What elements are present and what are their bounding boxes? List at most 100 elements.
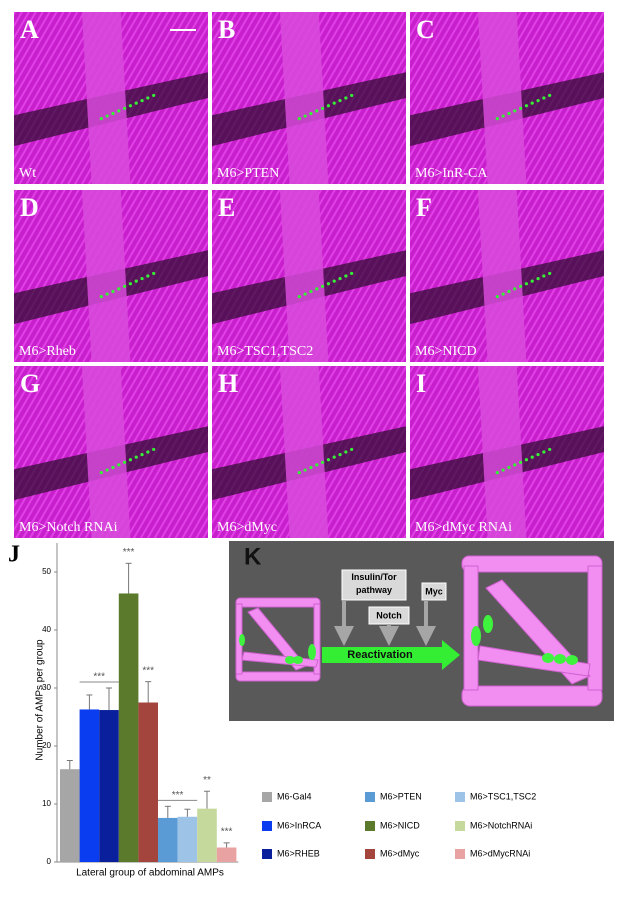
amp-cell <box>99 471 103 475</box>
panel-label: M6>PTEN <box>217 166 279 181</box>
amp-cell <box>513 463 517 467</box>
amp-cell <box>350 93 354 98</box>
legend-swatch <box>262 849 272 859</box>
amp-cell <box>542 450 546 454</box>
panel-label: M6>Rheb <box>19 344 76 359</box>
bar <box>99 710 119 862</box>
amp-cell <box>105 468 109 472</box>
amp-cell <box>548 271 552 276</box>
bar <box>197 808 217 862</box>
amp-cell <box>344 96 348 100</box>
amp-cell <box>518 284 523 288</box>
panel-label: M6>InR-CA <box>415 166 488 181</box>
amp-cell <box>105 292 109 296</box>
error-bar <box>125 562 132 594</box>
muscle-fiber <box>279 12 329 184</box>
error-bar <box>66 760 73 770</box>
image-panel: G M6>Notch RNAi <box>14 366 208 538</box>
legend-label: M6>InRCA <box>277 820 321 830</box>
amp-cell <box>146 274 150 278</box>
amp-cell <box>309 289 313 294</box>
amp-cell <box>297 117 301 121</box>
amp-cell <box>338 276 342 281</box>
legend-swatch <box>262 821 272 831</box>
amp-cell <box>495 295 499 299</box>
input-label: Insulin/Tor <box>351 572 397 582</box>
image-panel: H M6>dMyc <box>212 366 406 538</box>
amp-cell <box>350 271 354 276</box>
bar <box>158 817 178 862</box>
amp-cell <box>134 455 138 459</box>
image-panel: A Wt <box>14 12 208 184</box>
amp-cell <box>507 465 511 470</box>
amp-cell <box>309 465 313 470</box>
image-panel: E M6>TSC1,TSC2 <box>212 190 406 362</box>
image-panel: B M6>PTEN <box>212 12 406 184</box>
amp-cell <box>152 93 156 98</box>
amp-cell <box>495 471 499 475</box>
legend-swatch <box>262 792 272 802</box>
amp-cell <box>338 452 342 457</box>
panel-letter: F <box>416 193 432 222</box>
amp-cell <box>501 114 505 118</box>
amp-cell <box>530 101 534 105</box>
panel-label: M6>dMyc <box>217 520 277 535</box>
muscle-fiber <box>81 366 131 538</box>
muscle-fiber <box>477 190 527 362</box>
amp-cell <box>117 463 121 467</box>
amp-cell <box>146 450 150 454</box>
panel-letter: I <box>416 369 426 398</box>
amp-cell <box>513 287 517 291</box>
amp-cell <box>99 117 103 121</box>
diagram: K Insulin/Tor pathway Notch Myc <box>229 541 614 721</box>
muscle-fiber <box>279 366 329 538</box>
amp-cell <box>122 460 127 464</box>
muscle-fiber <box>279 190 329 362</box>
amp-cell <box>140 452 144 457</box>
y-tick-label: 30 <box>42 683 51 692</box>
error-bar <box>223 842 230 848</box>
amp-cell <box>524 282 529 286</box>
arrow-label: Reactivation <box>347 649 413 661</box>
image-panel: F M6>NICD <box>410 190 604 362</box>
amp-cell <box>501 292 505 296</box>
amp-cell <box>518 106 523 110</box>
muscle-fiber <box>81 12 131 184</box>
y-tick-label: 20 <box>42 741 51 750</box>
amp-cell <box>117 287 121 291</box>
legend-swatch <box>455 821 465 831</box>
error-bar <box>204 790 210 809</box>
input-arrows <box>334 600 436 646</box>
bar <box>118 593 139 862</box>
amp-cell <box>518 460 523 464</box>
amp-cell <box>524 104 529 108</box>
amp-cell <box>140 98 144 103</box>
significance-label: *** <box>221 827 233 838</box>
legend-swatch <box>365 821 375 831</box>
error-bar <box>184 808 191 817</box>
amp-cell <box>507 111 511 116</box>
panel-letter: H <box>218 369 238 398</box>
legend-swatch <box>455 849 465 859</box>
panel-label: M6>TSC1,TSC2 <box>217 344 313 359</box>
y-axis-label: Number of AMPs per group <box>35 639 46 761</box>
amp-cell <box>320 284 325 288</box>
amp-cell <box>513 109 517 113</box>
legend-label: M6>dMycRNAi <box>470 848 530 858</box>
amp-cell <box>134 101 138 105</box>
amp-cell <box>536 276 540 281</box>
reactivation-arrow <box>322 640 460 670</box>
bar <box>138 702 158 862</box>
legend-swatch <box>365 849 375 859</box>
amp-cell <box>315 463 319 467</box>
panel-letter: E <box>218 193 235 222</box>
amp-cell <box>122 284 127 288</box>
amp-cell <box>326 458 330 462</box>
amp-cell <box>128 104 132 108</box>
amp-cell <box>117 109 121 113</box>
amp-cell <box>332 101 336 105</box>
x-axis-label: Lateral group of abdominal AMPs <box>76 868 224 879</box>
amp-cell <box>350 447 354 452</box>
panel-letter: B <box>218 15 235 44</box>
